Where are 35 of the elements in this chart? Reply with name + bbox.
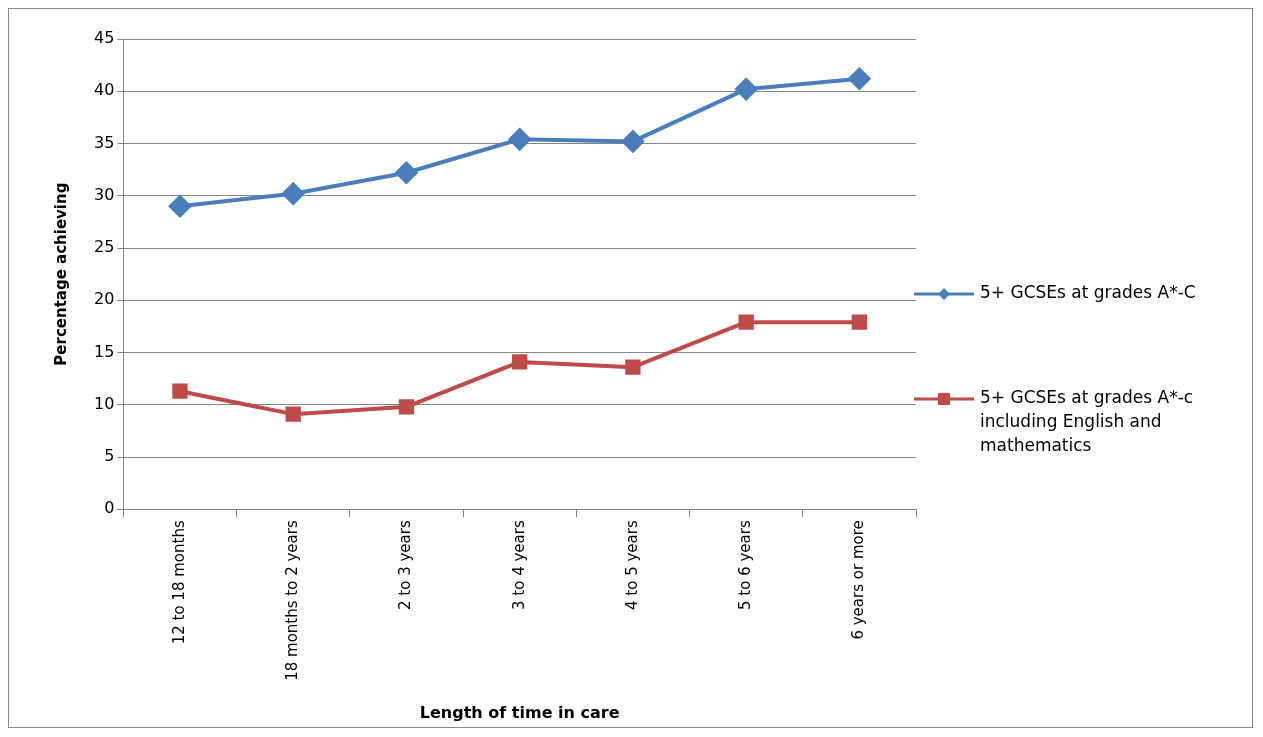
point: [285, 406, 301, 422]
y-tick-label: 35: [94, 132, 115, 152]
point: [172, 383, 188, 399]
y-tick-label: 40: [94, 80, 115, 100]
point: [621, 130, 644, 153]
point: [395, 161, 418, 184]
y-tick-label: 20: [94, 289, 115, 309]
point: [168, 195, 191, 218]
x-tick-label: 3 to 4 years: [509, 520, 528, 610]
x-tick-label: 2 to 3 years: [396, 520, 415, 610]
point: [508, 128, 531, 151]
point: [398, 399, 415, 415]
point: [735, 78, 758, 101]
x-tick-label: 18 months to 2 years: [283, 520, 302, 681]
y-axis-title: Percentage achieving: [51, 182, 70, 366]
x-tick-label: 5 to 6 years: [736, 520, 755, 610]
point: [282, 182, 305, 205]
point: [512, 354, 528, 370]
point: [625, 359, 641, 375]
y-tick-label: 25: [94, 237, 115, 257]
y-tick-label: 45: [94, 28, 115, 48]
point: [848, 67, 871, 90]
y-tick-label: 10: [94, 393, 115, 413]
y-tick-label: 0: [104, 498, 115, 518]
legend-label: 5+ GCSEs at grades A*-c including English and mathematics: [980, 386, 1195, 457]
x-tick-label: 12 to 18 months: [169, 520, 188, 645]
point: [851, 314, 868, 330]
y-tick-label: 15: [94, 341, 115, 361]
point: [738, 314, 754, 330]
x-tick-label: 6 years or more: [849, 520, 868, 640]
y-tick-label: 30: [94, 184, 115, 204]
legend-label: 5+ GCSEs at grades A*-C: [980, 281, 1196, 304]
x-axis-title: Length of time in care: [419, 702, 620, 722]
y-tick-label: 5: [104, 446, 115, 466]
x-tick-label: 4 to 5 years: [622, 520, 641, 610]
